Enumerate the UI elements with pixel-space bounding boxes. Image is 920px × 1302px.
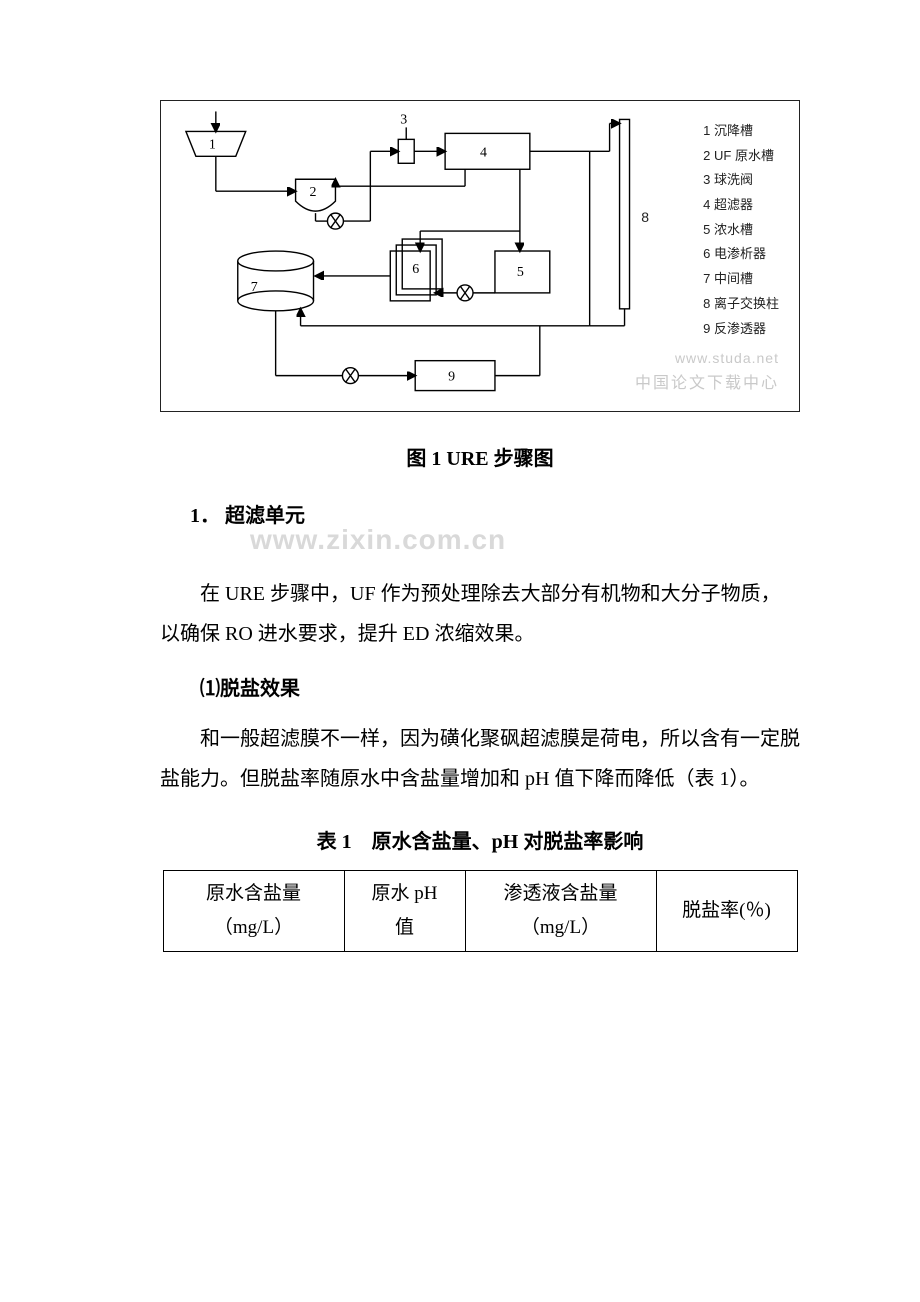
data-table: 原水含盐量 （mg/L） 原水 pH 值 渗透液含盐量 （mg/L） 脱盐率(％… [163, 870, 798, 952]
legend-item: 5 浓水槽 [703, 218, 779, 243]
table-header: 脱盐率(％) [656, 871, 797, 952]
header-text: 原水含盐量 （mg/L） [206, 883, 301, 938]
svg-text:1: 1 [209, 137, 216, 152]
subheading: ⑴脱盐效果 [200, 672, 800, 701]
svg-text:9: 9 [448, 370, 455, 385]
legend-item: 9 反渗透器 [703, 317, 779, 342]
svg-text:4: 4 [480, 145, 487, 160]
header-text: 原水 pH 值 [372, 883, 438, 938]
section-number: 1． [190, 505, 220, 527]
paragraph-2: 和一般超滤膜不一样，因为磺化聚砜超滤膜是荷电，所以含有一定脱盐能力。但脱盐率随原… [160, 719, 800, 799]
table-header: 渗透液含盐量 （mg/L） [465, 871, 656, 952]
svg-text:5: 5 [517, 265, 524, 280]
legend-marker-8: 8 [641, 209, 649, 225]
figure-caption: 图 1 URE 步骤图 [160, 442, 800, 471]
flow-diagram: 1 2 3 [160, 100, 800, 412]
diagram-watermark-url: www.studa.net [675, 350, 779, 366]
legend-item: 8 离子交换柱 [703, 292, 779, 317]
legend-item: 6 电渗析器 [703, 242, 779, 267]
diagram-watermark-cn: 中国论文下载中心 [635, 369, 779, 393]
page-watermark: www.zixin.com.cn [250, 524, 800, 556]
header-text: 脱盐率(％) [682, 900, 771, 921]
svg-text:2: 2 [310, 185, 317, 200]
svg-text:3: 3 [400, 112, 407, 127]
document-page: 1 2 3 [0, 0, 920, 1012]
svg-text:7: 7 [251, 280, 258, 295]
table-header: 原水含盐量 （mg/L） [163, 871, 344, 952]
legend-item: 3 球洗阀 [703, 168, 779, 193]
svg-text:6: 6 [412, 262, 419, 277]
legend-item: 7 中间槽 [703, 267, 779, 292]
legend-item: 4 超滤器 [703, 193, 779, 218]
legend-item: 1 沉降槽 [703, 119, 779, 144]
header-text: 渗透液含盐量 （mg/L） [503, 883, 617, 938]
table-row: 原水含盐量 （mg/L） 原水 pH 值 渗透液含盐量 （mg/L） 脱盐率(％… [163, 871, 797, 952]
legend-item: 2 UF 原水槽 [703, 144, 779, 169]
diagram-legend: 1 沉降槽 2 UF 原水槽 3 球洗阀 4 超滤器 5 浓水槽 6 电渗析器 … [703, 119, 779, 341]
paragraph-1: 在 URE 步骤中，UF 作为预处理除去大部分有机物和大分子物质，以确保 RO … [160, 574, 800, 654]
table-caption: 表 1 原水含盐量、pH 对脱盐率影响 [160, 825, 800, 854]
table-header: 原水 pH 值 [344, 871, 465, 952]
